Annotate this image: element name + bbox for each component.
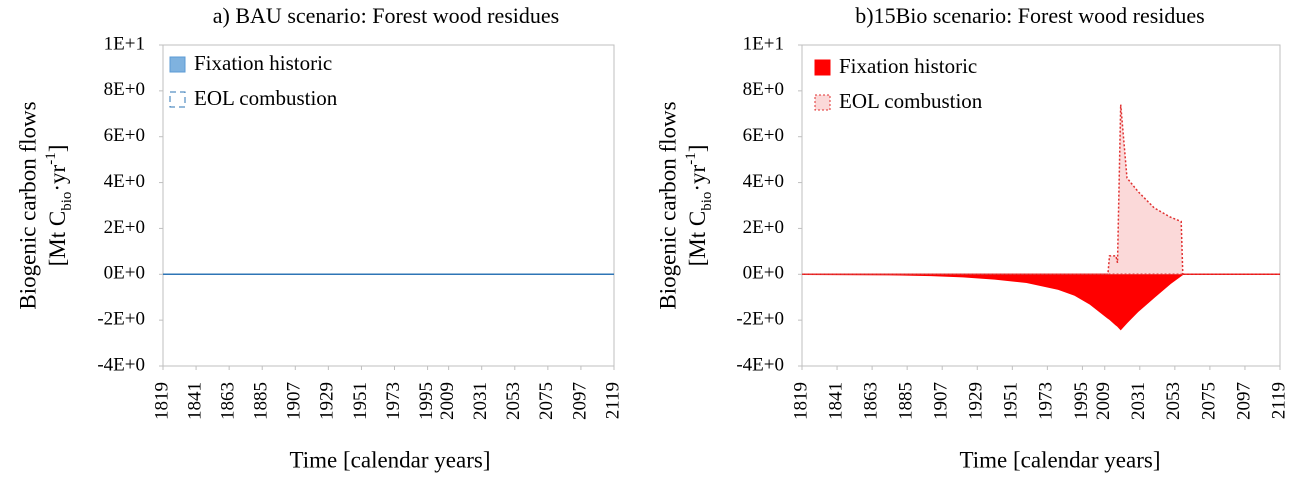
- plot-frame: [801, 44, 1281, 367]
- x-tick-label: 2097: [569, 382, 590, 420]
- x-tick-label: 1819: [790, 382, 811, 420]
- x-tick-label: 2053: [1163, 382, 1184, 420]
- y-axis-units-part: [Mt C: [45, 211, 70, 267]
- x-tick-label: 1995: [1071, 382, 1092, 420]
- x-tick-label: 2053: [503, 382, 524, 420]
- y-tick-label: -4E+0: [736, 354, 784, 375]
- y-tick-label: 4E+0: [104, 171, 145, 192]
- y-tick-label: 2E+0: [743, 217, 784, 238]
- y-axis-units-part: bio: [59, 192, 75, 211]
- x-tick-label: 1973: [383, 382, 404, 420]
- y-tick-label: 2E+0: [104, 217, 145, 238]
- legend-label: Fixation historic: [839, 54, 977, 78]
- x-tick-label: 1995: [416, 382, 437, 420]
- y-axis-units-part: ·yr: [685, 164, 710, 191]
- y-axis-units-part: -1: [683, 152, 699, 165]
- y-tick-label: -4E+0: [97, 354, 145, 375]
- legend-swatch: [169, 91, 186, 108]
- x-tick-label: 2075: [536, 382, 557, 420]
- x-tick-label: 2031: [1128, 382, 1149, 420]
- chart-title: a) BAU scenario: Forest wood residues: [213, 3, 559, 28]
- y-tick-label: 6E+0: [743, 125, 784, 146]
- legend-swatch: [814, 59, 831, 76]
- y-axis-units-part: ]: [45, 145, 70, 153]
- x-tick-label: 2031: [470, 382, 491, 420]
- y-tick-label: 0E+0: [104, 263, 145, 284]
- x-tick-label: 2119: [602, 382, 623, 419]
- y-axis-units-part: ·yr: [45, 164, 70, 191]
- x-tick-label: 1907: [931, 382, 952, 420]
- plot-frame: [162, 44, 615, 367]
- y-tick-label: 1E+1: [104, 33, 145, 54]
- x-tick-label: 1951: [350, 382, 371, 420]
- x-tick-label: 1951: [1001, 382, 1022, 420]
- x-tick-label: 2097: [1233, 382, 1254, 420]
- y-tick-label: 8E+0: [743, 79, 784, 100]
- legend-swatch: [169, 56, 186, 73]
- legend-label: EOL combustion: [839, 89, 983, 113]
- area-series: [801, 273, 1280, 331]
- legend-label: EOL combustion: [194, 86, 338, 110]
- y-tick-label: 0E+0: [743, 263, 784, 284]
- x-tick-label: 1863: [860, 382, 881, 420]
- area-series: [802, 104, 1280, 276]
- x-tick-label: 2009: [437, 382, 458, 420]
- x-tick-label: 1929: [317, 382, 338, 420]
- x-tick-label: 1863: [218, 382, 239, 420]
- y-tick-label: 4E+0: [743, 171, 784, 192]
- y-tick-label: 6E+0: [104, 125, 145, 146]
- x-tick-label: 1885: [896, 382, 917, 420]
- y-tick-label: 8E+0: [104, 79, 145, 100]
- chart-title: b)15Bio scenario: Forest wood residues: [855, 3, 1205, 28]
- x-tick-label: 1885: [251, 382, 272, 420]
- x-tick-label: 1929: [966, 382, 987, 420]
- x-tick-label: 1819: [151, 382, 172, 420]
- y-axis-units-part: bio: [699, 192, 715, 211]
- x-tick-label: 1841: [825, 382, 846, 420]
- y-tick-label: -2E+0: [97, 309, 145, 330]
- y-axis-units-part: -1: [43, 152, 59, 165]
- x-tick-label: 1973: [1036, 382, 1057, 420]
- legend-swatch: [814, 94, 831, 111]
- y-tick-label: 1E+1: [743, 33, 784, 54]
- x-tick-label: 1841: [184, 382, 205, 420]
- y-axis-units: [Mt Cbio·yr-1]: [43, 145, 75, 267]
- y-axis-units-part: [Mt C: [685, 211, 710, 267]
- x-axis-label: Time [calendar years]: [960, 447, 1161, 472]
- y-axis-units: [Mt Cbio·yr-1]: [683, 145, 715, 267]
- x-tick-label: 1907: [284, 382, 305, 420]
- y-tick-label: -2E+0: [736, 309, 784, 330]
- y-axis-label: Biogenic carbon flows: [655, 101, 680, 309]
- y-axis-units-part: ]: [685, 145, 710, 153]
- legend-label: Fixation historic: [194, 51, 332, 75]
- y-axis-label: Biogenic carbon flows: [15, 101, 40, 309]
- x-axis-label: Time [calendar years]: [290, 447, 491, 472]
- x-tick-label: 2075: [1198, 382, 1219, 420]
- x-tick-label: 2119: [1268, 382, 1289, 419]
- x-tick-label: 2009: [1093, 382, 1114, 420]
